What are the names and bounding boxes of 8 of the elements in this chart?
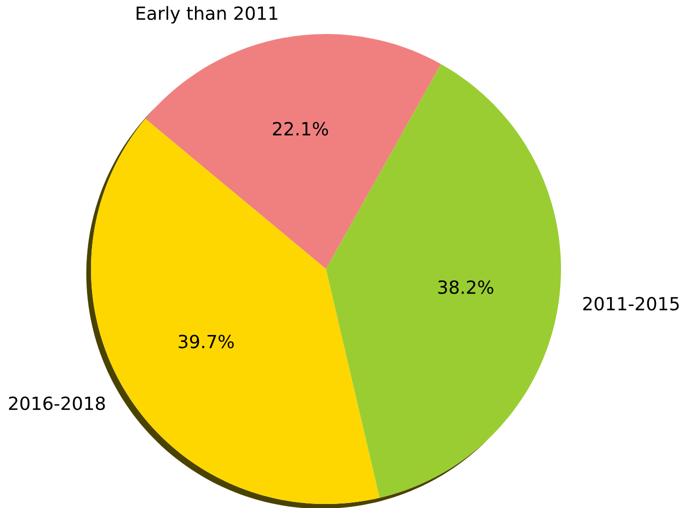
slice-label: 2011-2015 bbox=[583, 296, 679, 310]
slice-label: Early than 2011 bbox=[136, 6, 278, 24]
pie-slice bbox=[145, 34, 442, 269]
data-label: 22.1% bbox=[273, 122, 328, 136]
pie-slice bbox=[326, 64, 561, 498]
slice-label: 2016-2018 bbox=[9, 396, 105, 410]
data-label: 39.7% bbox=[178, 334, 234, 348]
data-label: 38.2% bbox=[438, 280, 494, 294]
